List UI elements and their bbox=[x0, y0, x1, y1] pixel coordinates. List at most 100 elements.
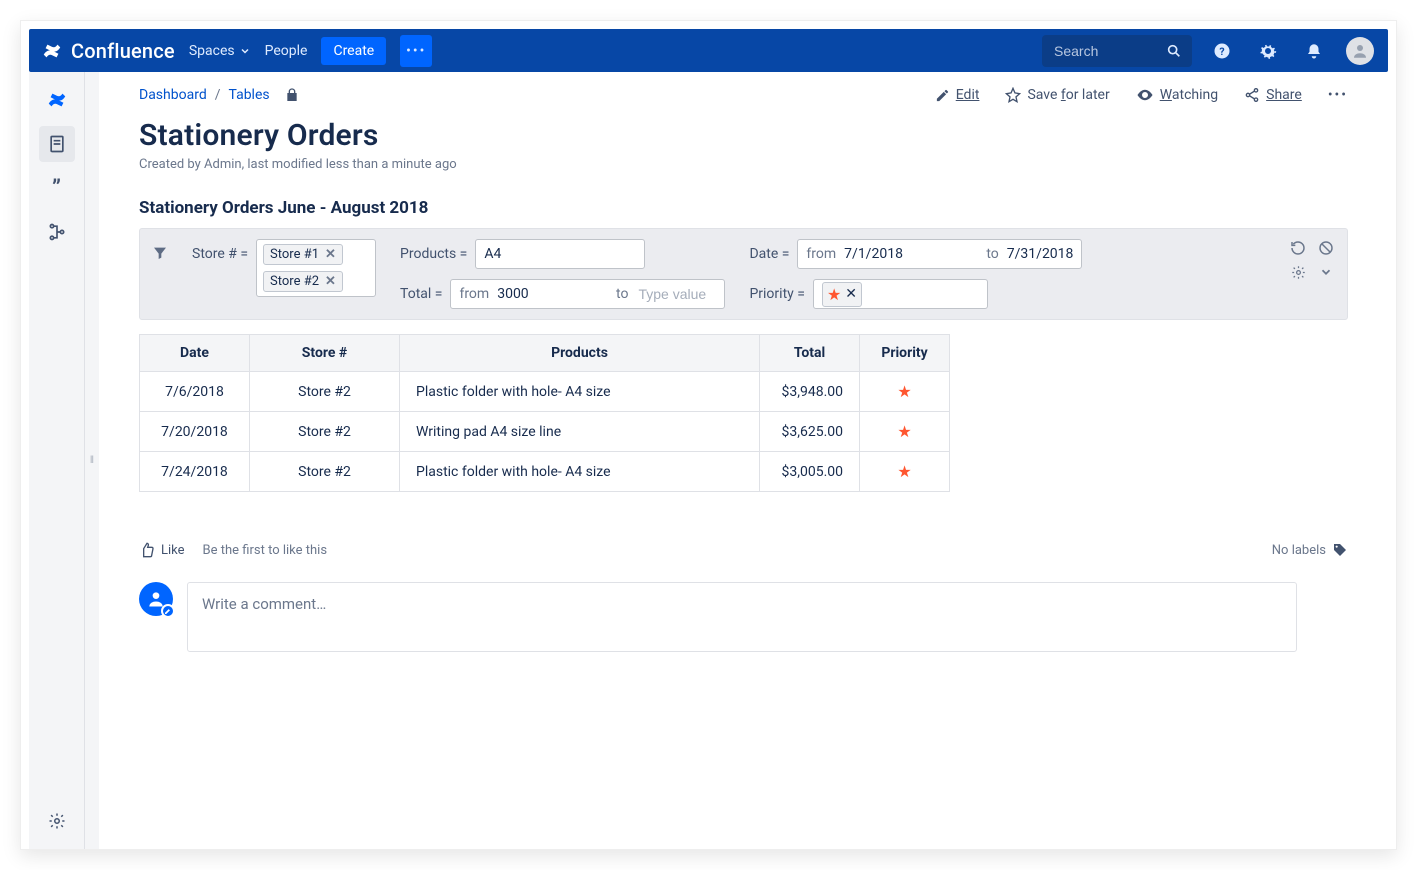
filter-priority-tag[interactable]: ★ ✕ bbox=[822, 282, 862, 307]
cell-total: $3,948.00 bbox=[760, 372, 860, 412]
avatar-icon bbox=[1346, 37, 1374, 65]
watching-button[interactable]: Watching bbox=[1136, 86, 1218, 104]
quote-icon: ” bbox=[52, 176, 61, 201]
filter-disable-button[interactable] bbox=[1317, 239, 1335, 257]
cell-total: $3,005.00 bbox=[760, 452, 860, 492]
page-title: Stationery Orders bbox=[139, 118, 1348, 153]
filter-total-label: Total = bbox=[400, 279, 442, 309]
rail-settings[interactable] bbox=[39, 803, 75, 839]
filter-priority-input[interactable]: ★ ✕ bbox=[813, 279, 988, 309]
help-icon: ? bbox=[1213, 42, 1231, 60]
brand[interactable]: Confluence bbox=[41, 39, 175, 63]
labels-area[interactable]: No labels bbox=[1272, 542, 1348, 558]
gear-icon bbox=[1259, 42, 1277, 60]
cell-priority: ★ bbox=[860, 372, 950, 412]
filter-store-box[interactable]: Store #1 ✕ Store #2 ✕ bbox=[256, 239, 376, 297]
more-button[interactable]: ••• bbox=[400, 35, 432, 67]
pencil-icon bbox=[935, 88, 950, 103]
rail-pages[interactable] bbox=[39, 126, 75, 162]
help-button[interactable]: ? bbox=[1206, 35, 1238, 67]
breadcrumb-dashboard[interactable]: Dashboard bbox=[139, 87, 207, 103]
confluence-logo-icon bbox=[41, 40, 63, 62]
edit-badge-icon bbox=[161, 604, 175, 618]
star-outline-icon bbox=[1005, 87, 1021, 103]
tag-icon bbox=[1332, 542, 1348, 558]
search-icon bbox=[1166, 43, 1182, 59]
page-actions: Edit Save for later Watching bbox=[935, 86, 1348, 104]
share-button[interactable]: Share bbox=[1244, 87, 1302, 103]
filter-icon bbox=[152, 239, 168, 261]
filter-reset-button[interactable] bbox=[1289, 239, 1307, 257]
filter-expand-button[interactable] bbox=[1317, 263, 1335, 281]
share-label: Share bbox=[1266, 87, 1302, 103]
remove-tag-icon[interactable]: ✕ bbox=[325, 247, 336, 262]
table-header[interactable]: Store # bbox=[250, 335, 400, 372]
comment-input[interactable]: Write a comment… bbox=[187, 582, 1297, 652]
filter-products-input[interactable]: A4 bbox=[475, 239, 645, 269]
settings-button[interactable] bbox=[1252, 35, 1284, 67]
save-label: Save for later bbox=[1027, 87, 1109, 103]
table-header[interactable]: Total bbox=[760, 335, 860, 372]
like-hint: Be the first to like this bbox=[203, 543, 328, 558]
filter-date-to-kw: to bbox=[986, 246, 998, 262]
comment-avatar bbox=[139, 582, 173, 616]
table-header[interactable]: Priority bbox=[860, 335, 950, 372]
table-row: 7/6/2018Store #2Plastic folder with hole… bbox=[140, 372, 950, 412]
like-label: Like bbox=[161, 543, 185, 558]
watching-label: Watching bbox=[1160, 87, 1218, 103]
save-for-later-button[interactable]: Save for later bbox=[1005, 87, 1109, 103]
filter-total-to-kw: to bbox=[616, 286, 628, 302]
filter-date-from-kw: from bbox=[806, 246, 836, 262]
filter-products-label: Products = bbox=[400, 239, 467, 269]
remove-tag-icon[interactable]: ✕ bbox=[845, 286, 857, 302]
cell-store: Store #2 bbox=[250, 452, 400, 492]
search-box[interactable] bbox=[1042, 35, 1192, 67]
breadcrumb: Dashboard / Tables bbox=[139, 87, 300, 103]
no-labels-text: No labels bbox=[1272, 543, 1326, 558]
cell-product: Plastic folder with hole- A4 size bbox=[400, 372, 760, 412]
filter-settings-button[interactable] bbox=[1289, 263, 1307, 281]
page-content: Dashboard / Tables Edit bbox=[99, 72, 1388, 849]
rail-space-logo[interactable] bbox=[39, 82, 75, 118]
page-more-button[interactable]: ••• bbox=[1328, 87, 1348, 103]
profile-button[interactable] bbox=[1344, 35, 1376, 67]
rail-blog[interactable]: ” bbox=[39, 170, 75, 206]
gear-icon bbox=[48, 812, 66, 830]
filter-products-value: A4 bbox=[484, 246, 501, 262]
cell-date: 7/20/2018 bbox=[140, 412, 250, 452]
nav-people[interactable]: People bbox=[265, 43, 308, 59]
notifications-button[interactable] bbox=[1298, 35, 1330, 67]
create-button[interactable]: Create bbox=[321, 37, 386, 65]
filter-priority-label: Priority = bbox=[749, 279, 804, 309]
thumbs-up-icon bbox=[139, 542, 155, 558]
restrictions-icon[interactable] bbox=[284, 87, 300, 103]
breadcrumb-tables[interactable]: Tables bbox=[229, 87, 270, 103]
star-icon: ★ bbox=[897, 422, 911, 441]
filter-total-to[interactable] bbox=[636, 285, 716, 303]
remove-tag-icon[interactable]: ✕ bbox=[325, 274, 336, 289]
svg-text:?: ? bbox=[1219, 44, 1224, 57]
nav-spaces[interactable]: Spaces bbox=[189, 43, 251, 59]
table-header[interactable]: Date bbox=[140, 335, 250, 372]
filter-store-tag[interactable]: Store #2 ✕ bbox=[263, 271, 343, 292]
filter-store-label: Store # = bbox=[192, 239, 248, 269]
tag-label: Store #2 bbox=[270, 274, 319, 289]
like-button[interactable]: Like bbox=[139, 542, 185, 558]
filter-date-input[interactable]: from 7/1/2018 to 7/31/2018 bbox=[797, 239, 1082, 269]
rail-tree[interactable] bbox=[39, 214, 75, 250]
section-heading: Stationery Orders June - August 2018 bbox=[139, 198, 1348, 218]
search-input[interactable] bbox=[1052, 42, 1166, 60]
filter-store-tag[interactable]: Store #1 ✕ bbox=[263, 244, 343, 265]
cell-date: 7/6/2018 bbox=[140, 372, 250, 412]
orders-table: DateStore #ProductsTotalPriority 7/6/201… bbox=[139, 334, 950, 492]
filter-total-input[interactable]: from 3000 to bbox=[450, 279, 725, 309]
edit-button[interactable]: Edit bbox=[935, 87, 980, 103]
tag-label: Store #1 bbox=[270, 247, 319, 262]
sidebar-resize-handle[interactable]: ‖ bbox=[85, 72, 99, 849]
ellipsis-icon: ••• bbox=[406, 43, 426, 59]
bell-icon bbox=[1305, 42, 1323, 60]
cell-date: 7/24/2018 bbox=[140, 452, 250, 492]
filter-total-from-kw: from bbox=[459, 286, 489, 302]
comment-row: Write a comment… bbox=[139, 582, 1348, 652]
table-header[interactable]: Products bbox=[400, 335, 760, 372]
